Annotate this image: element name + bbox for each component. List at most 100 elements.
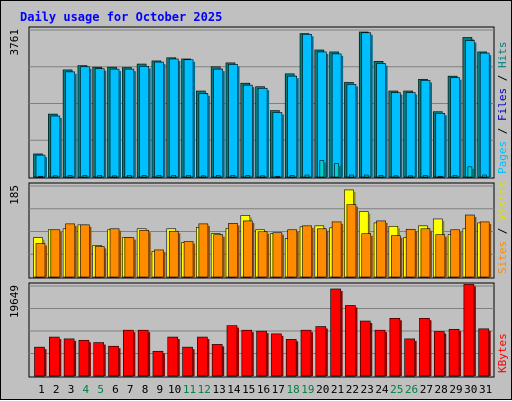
legend-separator: / xyxy=(496,221,509,241)
sites-bar xyxy=(361,233,373,278)
sites-bar xyxy=(65,223,77,278)
pages-bar xyxy=(97,175,103,178)
chart-title: Daily usage for October 2025 xyxy=(20,10,222,24)
y-max-label: 19649 xyxy=(8,285,21,318)
files-bar-body xyxy=(35,154,46,178)
sites-bar-body xyxy=(139,229,149,278)
files-bar-shade xyxy=(444,115,447,177)
x-tick-label: 12 xyxy=(198,383,211,396)
pages-bar xyxy=(82,175,88,178)
sites-bar-shade xyxy=(178,233,181,277)
pages-bar-body xyxy=(112,175,117,178)
files-bar-shade xyxy=(370,34,373,178)
kbytes-bar-shade xyxy=(266,333,269,376)
files-bar-body xyxy=(317,51,327,178)
sites-bar-shade xyxy=(489,223,492,277)
sites-bar-body xyxy=(465,214,475,278)
pages-bar-body xyxy=(201,175,206,178)
files-bar-body xyxy=(302,34,312,178)
files-bar-shade xyxy=(252,87,255,177)
sites-bar-shade xyxy=(370,235,373,277)
x-tick-label: 2 xyxy=(53,383,60,396)
files-bar xyxy=(257,87,270,178)
files-bar-body xyxy=(213,68,223,178)
files-bar xyxy=(198,93,210,178)
legend-files: Files xyxy=(496,88,509,121)
files-bar-shade xyxy=(326,53,329,177)
files-bar xyxy=(242,84,255,178)
x-tick-label: 3 xyxy=(68,383,75,396)
sites-bar-shade xyxy=(222,236,225,277)
kbytes-bar-body xyxy=(167,336,179,377)
x-tick-label: 19 xyxy=(301,383,314,396)
sites-bar xyxy=(257,231,270,278)
x-tick-label: 10 xyxy=(168,383,181,396)
kbytes-bar-shade xyxy=(251,332,254,376)
kbytes-bar-shade xyxy=(236,327,239,376)
x-tick-label: 4 xyxy=(83,383,90,396)
panel-legend: Pages / Files / Hits xyxy=(496,42,509,175)
x-tick-label: 25 xyxy=(390,383,403,396)
kbytes-bar-body xyxy=(93,342,105,377)
kbytes-bar-shade xyxy=(192,349,195,376)
panel-visits-sites: 185 Sites / Visits xyxy=(8,181,509,279)
x-tick-label: 23 xyxy=(361,383,374,396)
kbytes-bar xyxy=(167,336,180,377)
sites-bar xyxy=(50,229,62,278)
pages-bar-shade xyxy=(471,168,474,177)
files-bar-shade xyxy=(459,79,462,177)
files-bar xyxy=(124,68,136,178)
pages-bar xyxy=(289,175,295,178)
sites-bar xyxy=(331,221,344,278)
kbytes-bar xyxy=(182,346,195,377)
x-tick-label: 16 xyxy=(257,383,270,396)
kbytes-bar-shade xyxy=(281,335,284,376)
pages-bar-body xyxy=(260,175,265,178)
files-bar-shade xyxy=(119,71,122,177)
kbytes-bar xyxy=(463,284,476,377)
kbytes-bar-body xyxy=(389,317,401,377)
sites-bar xyxy=(435,234,447,278)
sites-bar-body xyxy=(35,243,46,278)
sites-bar-body xyxy=(405,228,416,278)
sites-bar-body xyxy=(124,237,135,278)
files-bar-body xyxy=(450,77,460,178)
kbytes-bar xyxy=(152,350,165,377)
sites-bar xyxy=(213,234,225,278)
pages-bar-body xyxy=(408,175,413,178)
sites-bar xyxy=(272,232,284,278)
sites-bar-shade xyxy=(148,232,151,277)
pages-bar-body xyxy=(378,175,384,178)
sites-bar xyxy=(168,230,181,278)
y-max-label: 185 xyxy=(8,185,21,205)
files-bar xyxy=(272,112,284,178)
pages-bar xyxy=(423,175,428,178)
x-tick-label: 1 xyxy=(38,383,45,396)
files-bar-shade xyxy=(267,90,270,177)
sites-bar xyxy=(405,228,418,278)
files-bar-shade xyxy=(415,94,418,177)
pages-bar-body xyxy=(186,175,191,178)
files-bar xyxy=(435,112,447,178)
sites-bar xyxy=(376,220,388,278)
pages-bar xyxy=(304,174,310,178)
kbytes-bar xyxy=(315,326,328,377)
pages-bar xyxy=(201,175,206,178)
pages-bar-body xyxy=(53,175,58,178)
files-bar-shade xyxy=(178,60,181,177)
sites-bar-shade xyxy=(459,231,462,277)
sites-bar-body xyxy=(257,231,268,278)
kbytes-bar-body xyxy=(152,350,164,377)
pages-bar-body xyxy=(38,175,43,178)
sites-bar-body xyxy=(361,233,372,278)
files-bar xyxy=(391,92,403,178)
x-tick-label: 28 xyxy=(435,383,448,396)
sites-bar xyxy=(287,229,299,278)
x-tick-label: 22 xyxy=(346,383,359,396)
pages-bar-body xyxy=(304,174,310,178)
kbytes-bar xyxy=(211,344,225,377)
files-bar-shade xyxy=(193,61,196,177)
kbytes-bar-shade xyxy=(444,333,447,376)
